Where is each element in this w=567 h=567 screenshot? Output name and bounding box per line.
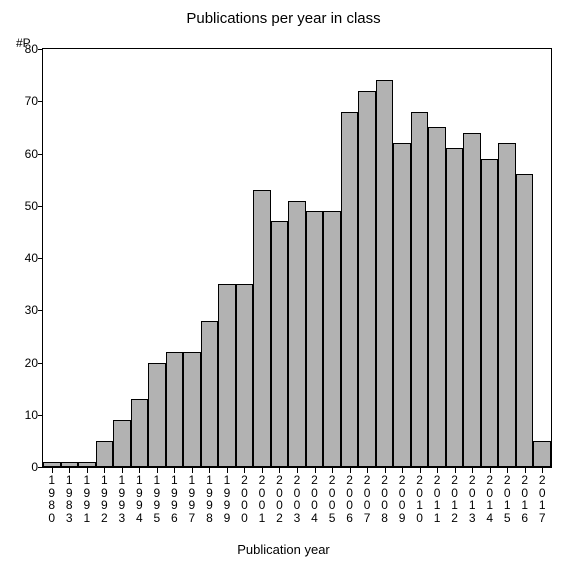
plot-area [42,48,552,468]
x-tick-label: 2016 [520,474,530,524]
bar [341,112,359,467]
x-tick-label: 1994 [134,474,144,524]
bar [393,143,411,467]
x-tick-label: 1983 [64,474,74,524]
bar [61,462,79,467]
bar [271,221,289,467]
bar [113,420,131,467]
x-ticks: 1980 1983 1991 1992 1993 1994 1995 1996 1997 1998… [42,468,552,538]
x-tick-label: 1999 [222,474,232,524]
chart-title: Publications per year in class [0,10,567,27]
y-tick-label: 10 [25,409,38,421]
x-tick-label: 1998 [204,474,214,524]
x-tick-label: 2015 [502,474,512,524]
x-tick-label: 1996 [169,474,179,524]
bar [306,211,324,467]
x-tick-label: 1995 [152,474,162,524]
x-tick-label: 2013 [467,474,477,524]
y-tick-label: 50 [25,200,38,212]
y-tick-mark [38,206,43,207]
x-tick-label: 1991 [82,474,92,524]
y-tick-label: 20 [25,357,38,369]
y-ticks: 01020304050607080 [0,48,42,468]
x-tick-label: 2000 [239,474,249,524]
bar [131,399,149,467]
x-tick-label: 2004 [310,474,320,524]
y-tick-mark [38,310,43,311]
x-tick-label: 2009 [397,474,407,524]
x-tick-label: 2007 [362,474,372,524]
y-tick-mark [38,258,43,259]
y-tick-mark [38,49,43,50]
x-tick-label: 2006 [345,474,355,524]
bar [376,80,394,467]
y-tick-label: 30 [25,304,38,316]
y-tick-mark [38,415,43,416]
chart-container: Publications per year in class #P 010203… [0,0,567,567]
bar [236,284,254,467]
x-tick-label: 2014 [485,474,495,524]
bar [201,321,219,467]
bar [411,112,429,467]
bar [96,441,114,467]
y-tick-label: 70 [25,95,38,107]
x-tick-label: 2017 [537,474,547,524]
y-tick-mark [38,363,43,364]
bar [446,148,464,467]
x-tick-label: 2005 [327,474,337,524]
bars-group [43,49,551,467]
bar [183,352,201,467]
bar [253,190,271,467]
x-tick-label: 2001 [257,474,267,524]
bar [498,143,516,467]
x-tick-label: 1997 [187,474,197,524]
bar [358,91,376,467]
bar [516,174,534,467]
bar [428,127,446,467]
bar [78,462,96,467]
bar [323,211,341,467]
bar [218,284,236,467]
bar [166,352,184,467]
bar [481,159,499,467]
x-tick-label: 2012 [450,474,460,524]
x-tick-label: 1980 [47,474,57,524]
x-axis-label: Publication year [0,542,567,557]
y-tick-label: 80 [25,43,38,55]
bar [43,462,61,467]
bar [288,201,306,467]
bar [533,441,551,467]
x-tick-label: 2011 [432,474,442,524]
x-tick-label: 2010 [415,474,425,524]
x-tick-label: 2008 [380,474,390,524]
x-tick-label: 1992 [99,474,109,524]
x-tick-label: 2002 [274,474,284,524]
bar [463,133,481,467]
y-tick-mark [38,101,43,102]
y-tick-label: 0 [31,461,38,473]
y-tick-label: 40 [25,252,38,264]
y-tick-mark [38,154,43,155]
x-tick-label: 2003 [292,474,302,524]
y-tick-label: 60 [25,148,38,160]
bar [148,363,166,468]
x-tick-label: 1993 [117,474,127,524]
